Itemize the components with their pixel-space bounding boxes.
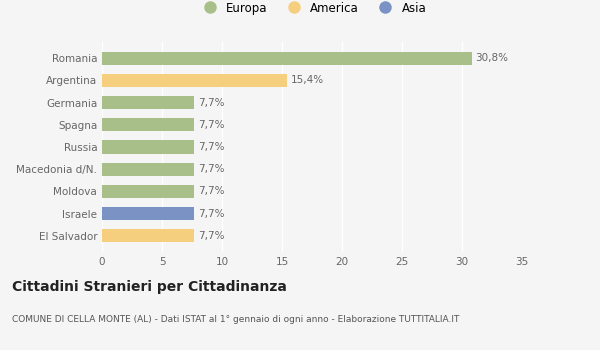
Text: Cittadini Stranieri per Cittadinanza: Cittadini Stranieri per Cittadinanza <box>12 280 287 294</box>
Text: 7,7%: 7,7% <box>198 209 224 219</box>
Text: 7,7%: 7,7% <box>198 142 224 152</box>
Text: COMUNE DI CELLA MONTE (AL) - Dati ISTAT al 1° gennaio di ogni anno - Elaborazion: COMUNE DI CELLA MONTE (AL) - Dati ISTAT … <box>12 315 460 324</box>
Bar <box>102 51 472 65</box>
Text: 7,7%: 7,7% <box>198 120 224 130</box>
Bar <box>102 96 194 109</box>
Text: 7,7%: 7,7% <box>198 98 224 107</box>
Bar <box>102 74 287 87</box>
Text: 30,8%: 30,8% <box>475 53 508 63</box>
Text: 7,7%: 7,7% <box>198 187 224 196</box>
Legend: Europa, America, Asia: Europa, America, Asia <box>193 0 431 19</box>
Bar <box>102 140 194 154</box>
Bar <box>102 207 194 220</box>
Text: 15,4%: 15,4% <box>290 75 323 85</box>
Bar <box>102 229 194 243</box>
Bar <box>102 118 194 132</box>
Bar <box>102 162 194 176</box>
Bar <box>102 185 194 198</box>
Text: 7,7%: 7,7% <box>198 164 224 174</box>
Text: 7,7%: 7,7% <box>198 231 224 241</box>
